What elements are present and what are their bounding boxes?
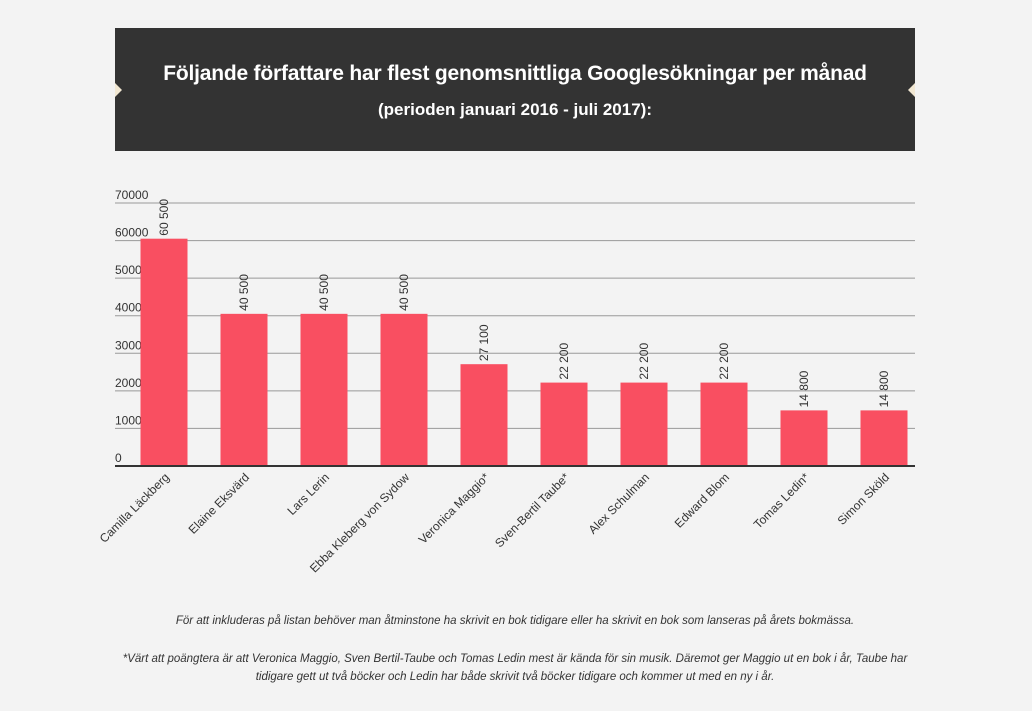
x-tick-label: Camilla Läckberg: [97, 470, 172, 545]
bar: [780, 410, 828, 466]
chart-subtitle: (perioden januari 2016 - juli 2017):: [378, 100, 652, 119]
y-tick-label: 70000: [115, 188, 149, 202]
x-tick-label: Tomas Ledin*: [751, 470, 813, 532]
data-label: 22 200: [637, 343, 651, 380]
x-tick-label: Simon Sköld: [835, 470, 893, 528]
y-tick-label: 20000: [115, 376, 149, 390]
bar: [380, 313, 428, 466]
data-label: 27 100: [477, 324, 491, 361]
bar-chart: 0 10000 20000 30000 40000 50000 60000 70000 60 5…: [97, 188, 915, 575]
chart-header: Följande författare har flest genomsnitt…: [115, 28, 915, 151]
y-tick-label: 50000: [115, 263, 149, 277]
header-notch-right: [908, 83, 915, 97]
bar: [620, 382, 668, 466]
footnote-musicians: *Värt att poängtera är att Veronica Magg…: [122, 653, 908, 683]
bar: [540, 382, 588, 466]
bar: [140, 238, 188, 466]
data-label: 40 500: [237, 274, 251, 311]
x-tick-label: Alex Schulman: [586, 470, 653, 537]
bar: [460, 364, 508, 466]
bar: [220, 313, 268, 466]
chart-title: Följande författare har flest genomsnitt…: [163, 62, 867, 85]
header-notch-left: [115, 83, 122, 97]
data-label: 60 500: [157, 199, 171, 236]
y-tick-label: 0: [115, 451, 122, 465]
y-tick-label: 10000: [115, 413, 149, 427]
y-tick-label: 60000: [115, 226, 149, 240]
y-tick-label: 30000: [115, 338, 149, 352]
data-label: 40 500: [317, 274, 331, 311]
x-tick-label: Sven-Bertil Taube*: [492, 470, 572, 550]
bar: [700, 382, 748, 466]
data-label: 14 800: [797, 370, 811, 407]
y-tick-label: 40000: [115, 301, 149, 315]
x-tick-label: Edward Blom: [672, 470, 732, 530]
data-label: 40 500: [397, 274, 411, 311]
x-tick-label: Veronica Maggio*: [416, 470, 493, 547]
x-tick-label: Elaine Eksvärd: [186, 470, 253, 537]
footnote-inclusion: För att inkluderas på listan behöver man…: [175, 615, 855, 627]
data-label: 14 800: [877, 370, 891, 407]
bar: [300, 313, 348, 466]
bar: [860, 410, 908, 466]
data-label: 22 200: [557, 343, 571, 380]
x-tick-label: Lars Lerin: [284, 470, 332, 518]
data-label: 22 200: [717, 343, 731, 380]
